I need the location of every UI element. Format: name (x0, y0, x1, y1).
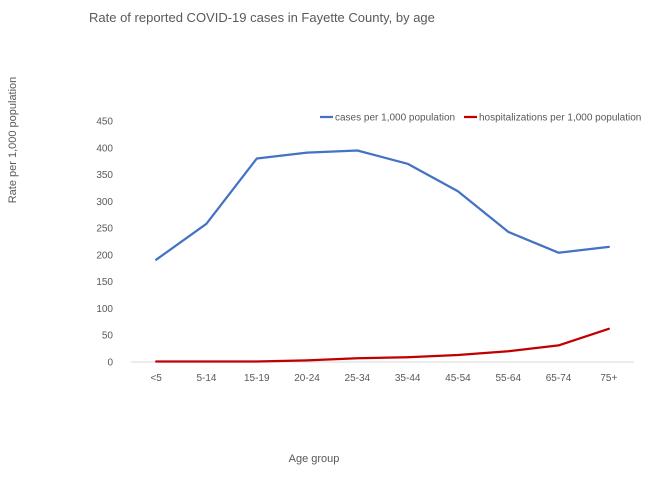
y-tick-label: 0 (107, 358, 113, 369)
x-tick-label: 65-74 (546, 373, 572, 384)
y-tick-label: 250 (96, 224, 113, 235)
series-line-2 (155, 327, 610, 363)
y-tick-label: 300 (96, 197, 113, 208)
y-tick-label: 50 (102, 331, 114, 342)
x-tick-label: 5-14 (196, 373, 216, 384)
y-tick-label: 400 (96, 143, 113, 154)
series-lines (155, 149, 610, 363)
y-tick-label: 100 (96, 304, 113, 315)
legend-label-2: hospitalizations per 1,000 population (479, 113, 641, 124)
x-tick-label: 45-54 (445, 373, 471, 384)
legend: cases per 1,000 population hospitalizatio… (320, 113, 641, 124)
y-tick-label: 350 (96, 170, 113, 181)
x-tick-label: 35-44 (395, 373, 421, 384)
y-axis-ticks: 0 50 100 150 200 250 300 350 400 450 (96, 117, 113, 369)
y-tick-label: 450 (96, 117, 113, 128)
chart-title: Rate of reported COVID-19 cases in Fayet… (89, 10, 435, 25)
x-axis-label: Age group (288, 453, 340, 465)
x-tick-label: 55-64 (495, 373, 521, 384)
x-axis-ticks: <5 5-14 15-19 20-24 25-34 35-44 45-54 55-64 65-7… (150, 373, 617, 384)
x-tick-label: 15-19 (244, 373, 270, 384)
x-tick-label: 75+ (600, 373, 617, 384)
y-tick-label: 150 (96, 277, 113, 288)
legend-label-1: cases per 1,000 population (335, 113, 455, 124)
y-tick-label: 200 (96, 250, 113, 261)
x-tick-label: <5 (150, 373, 162, 384)
x-tick-label: 20-24 (294, 373, 320, 384)
x-tick-label: 25-34 (345, 373, 371, 384)
series-line-1 (155, 149, 610, 261)
